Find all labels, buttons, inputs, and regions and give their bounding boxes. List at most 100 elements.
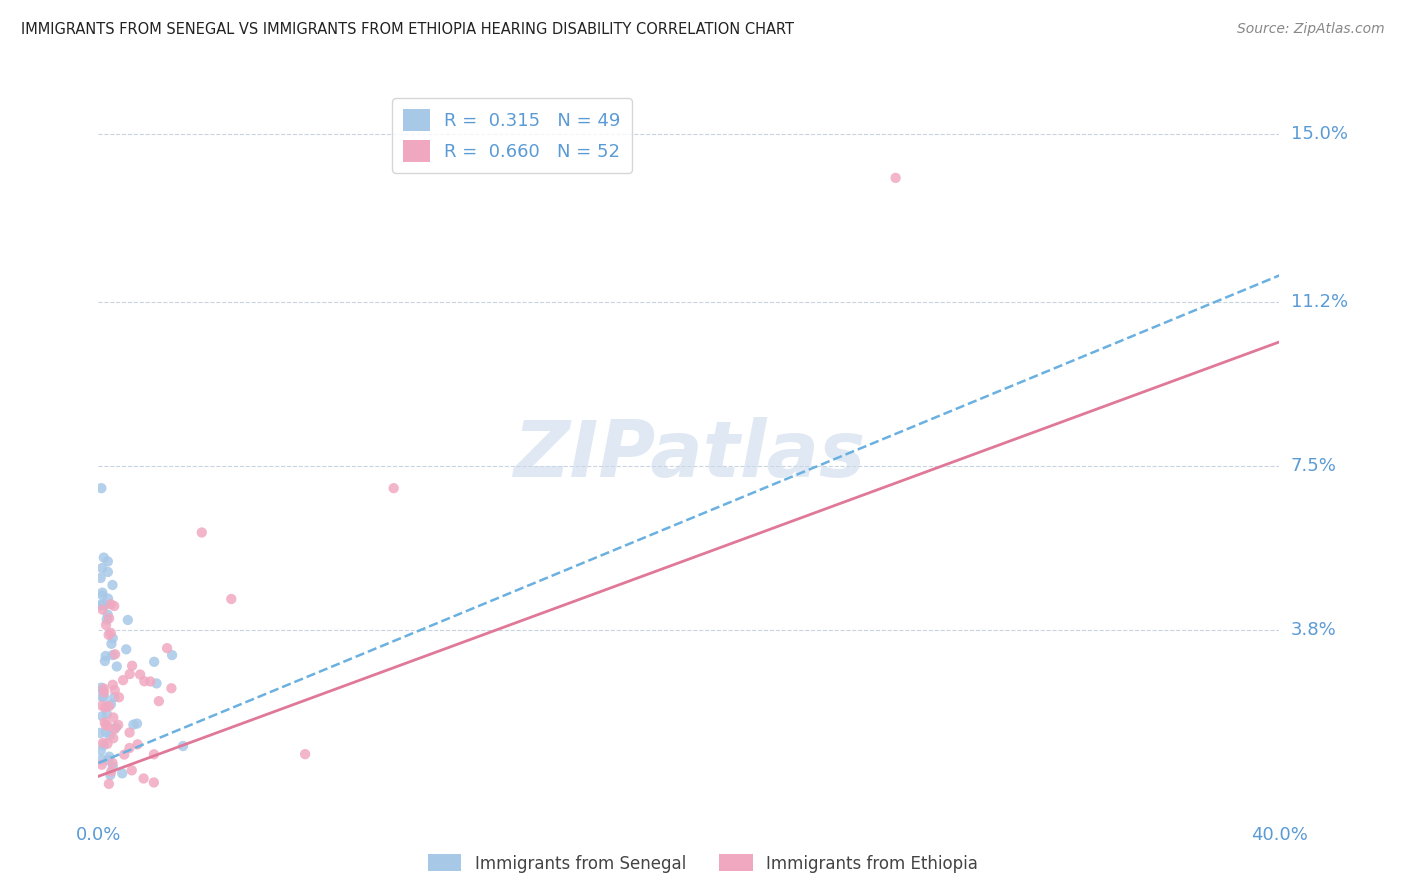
Point: [134, 674, 156, 689]
Point: [104, 648, 127, 662]
Point: [100, 597, 122, 611]
Point: [90, 481, 112, 495]
Point: [104, 683, 127, 698]
Point: [91, 561, 114, 575]
Point: [94, 648, 117, 663]
Point: [122, 717, 145, 731]
Point: [93, 738, 115, 752]
Point: [94, 598, 117, 612]
Point: [97, 591, 120, 606]
Point: [294, 747, 316, 761]
Point: [100, 764, 122, 779]
Point: [98, 728, 121, 742]
Point: [172, 739, 194, 753]
Point: [91, 585, 114, 599]
Point: [101, 648, 124, 662]
Point: [96, 737, 118, 751]
Point: [103, 731, 125, 746]
Point: [97, 628, 120, 642]
Point: [98, 611, 121, 625]
Text: 15.0%: 15.0%: [1291, 125, 1347, 143]
Point: [221, 592, 243, 607]
Point: [101, 759, 124, 773]
Point: [160, 681, 183, 696]
Point: [117, 613, 139, 627]
Point: [97, 607, 120, 622]
Point: [142, 747, 165, 762]
Point: [91, 602, 114, 616]
Point: [103, 722, 125, 736]
Point: [97, 719, 120, 733]
Text: ZIPatlas: ZIPatlas: [513, 417, 865, 493]
Point: [145, 676, 167, 690]
Point: [96, 706, 118, 721]
Point: [148, 694, 170, 708]
Point: [115, 642, 138, 657]
Point: [142, 775, 165, 789]
Point: [143, 655, 166, 669]
Point: [101, 678, 124, 692]
Point: [90, 571, 112, 585]
Point: [94, 725, 117, 739]
Point: [160, 648, 183, 662]
Point: [94, 718, 117, 732]
Point: [93, 685, 115, 699]
Point: [97, 565, 120, 579]
Point: [118, 741, 141, 756]
Point: [89, 599, 111, 613]
Point: [156, 641, 179, 656]
Point: [91, 589, 114, 603]
Point: [97, 554, 120, 568]
Point: [98, 749, 121, 764]
Point: [98, 768, 121, 782]
Point: [91, 690, 114, 704]
Point: [94, 654, 117, 668]
Point: [382, 481, 405, 495]
Point: [90, 757, 112, 772]
Point: [101, 631, 124, 645]
Point: [91, 683, 114, 698]
Point: [94, 618, 117, 632]
Point: [90, 698, 112, 713]
Point: [91, 736, 114, 750]
Point: [90, 744, 112, 758]
Point: [103, 710, 125, 724]
Point: [129, 667, 152, 681]
Point: [94, 700, 117, 714]
Point: [111, 766, 134, 780]
Point: [105, 659, 128, 673]
Point: [96, 613, 118, 627]
Point: [107, 718, 129, 732]
Point: [112, 673, 135, 688]
Point: [103, 690, 125, 705]
Point: [127, 737, 149, 751]
Point: [100, 626, 122, 640]
Point: [89, 726, 111, 740]
Point: [97, 777, 120, 791]
Point: [91, 709, 114, 723]
Point: [103, 599, 125, 613]
Point: [90, 753, 112, 767]
Point: [101, 578, 124, 592]
Point: [139, 674, 162, 689]
Text: IMMIGRANTS FROM SENEGAL VS IMMIGRANTS FROM ETHIOPIA HEARING DISABILITY CORRELATI: IMMIGRANTS FROM SENEGAL VS IMMIGRANTS FR…: [21, 22, 794, 37]
Point: [118, 667, 141, 681]
Point: [118, 725, 141, 739]
Point: [108, 690, 131, 705]
Text: 7.5%: 7.5%: [1291, 457, 1337, 475]
Legend: Immigrants from Senegal, Immigrants from Ethiopia: Immigrants from Senegal, Immigrants from…: [422, 847, 984, 880]
Point: [121, 658, 143, 673]
Point: [121, 764, 143, 778]
Point: [93, 690, 115, 705]
Point: [101, 756, 124, 770]
Point: [91, 598, 114, 612]
Legend: R =  0.315   N = 49, R =  0.660   N = 52: R = 0.315 N = 49, R = 0.660 N = 52: [392, 98, 631, 173]
Point: [93, 681, 115, 696]
Point: [132, 772, 155, 786]
Point: [100, 697, 122, 711]
Point: [105, 720, 128, 734]
Text: 11.2%: 11.2%: [1291, 293, 1348, 311]
Point: [125, 716, 148, 731]
Point: [884, 170, 907, 185]
Text: Source: ZipAtlas.com: Source: ZipAtlas.com: [1237, 22, 1385, 37]
